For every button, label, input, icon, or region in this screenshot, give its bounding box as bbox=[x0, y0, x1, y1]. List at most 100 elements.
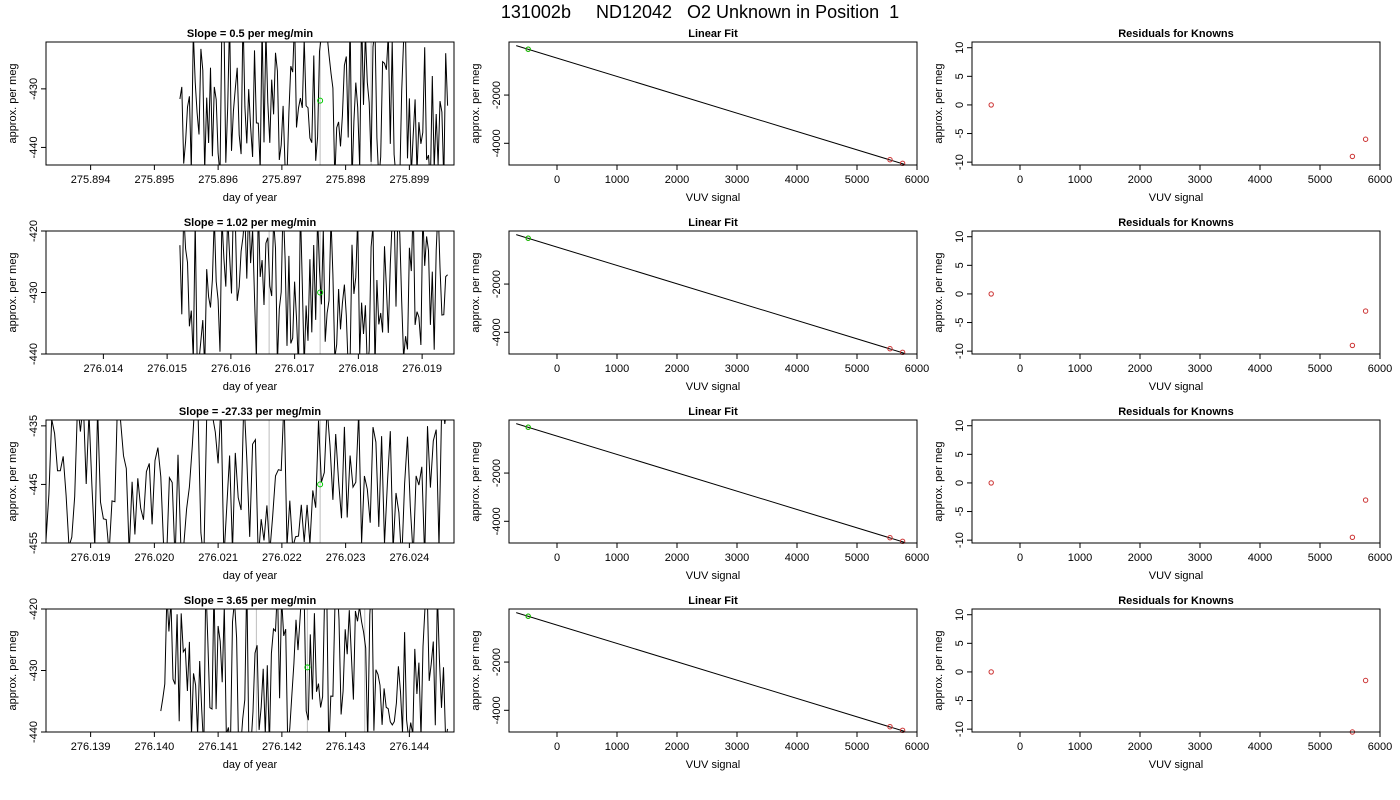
residuals-panel-1: Residuals for Knowns 0 1000 2000 3000 4000 500… bbox=[933, 28, 1392, 204]
known-point bbox=[887, 534, 893, 541]
x-tick-label: 0 bbox=[1017, 363, 1023, 375]
y-tick-label: 5 bbox=[954, 451, 966, 457]
plot-frame bbox=[971, 230, 1381, 355]
residual-point bbox=[1362, 308, 1369, 314]
x-tick-label: 3000 bbox=[725, 741, 749, 753]
y-axis-label: approx. per meg bbox=[470, 63, 482, 143]
x-tick-label: 3000 bbox=[1188, 174, 1212, 186]
plot-title: Linear Fit bbox=[688, 217, 738, 229]
unknown-point bbox=[317, 481, 324, 488]
y-tick-label: -4000 bbox=[491, 318, 503, 346]
timeseries-panel-2: Slope = 1.02 per meg/min 276.014 276.015 27… bbox=[7, 217, 455, 393]
y-tick-label: 0 bbox=[954, 102, 966, 108]
x-tick-label: 276.021 bbox=[198, 552, 238, 564]
y-axis-label: approx. per meg bbox=[470, 441, 482, 521]
x-axis-label: day of year bbox=[223, 381, 278, 393]
y-tick-label: -10 bbox=[954, 154, 966, 170]
y-tick-label: 0 bbox=[954, 480, 966, 486]
known-point bbox=[887, 345, 893, 352]
x-tick-label: 2000 bbox=[665, 552, 689, 564]
x-tick-label: 1000 bbox=[1068, 174, 1092, 186]
residual-point bbox=[1349, 153, 1356, 160]
x-axis-label: VUV signal bbox=[686, 759, 740, 771]
x-tick-label: 2000 bbox=[665, 363, 689, 375]
x-tick-label: 1000 bbox=[605, 552, 629, 564]
trace-line bbox=[160, 609, 449, 732]
known-point bbox=[899, 727, 906, 734]
y-tick-label: -5 bbox=[954, 318, 966, 328]
x-tick-label: 3000 bbox=[1188, 363, 1212, 375]
y-tick-label: -435 bbox=[28, 415, 40, 437]
y-axis-label: approx. per meg bbox=[7, 630, 19, 710]
x-tick-label: 6000 bbox=[1368, 174, 1392, 186]
x-tick-label: 276.019 bbox=[402, 363, 442, 375]
x-axis-label: day of year bbox=[223, 759, 278, 771]
fit-line bbox=[516, 234, 906, 354]
x-tick-label: 1000 bbox=[1068, 363, 1092, 375]
x-tick-label: 5000 bbox=[1308, 363, 1332, 375]
x-tick-label: 1000 bbox=[1068, 741, 1092, 753]
x-tick-label: 4000 bbox=[785, 552, 809, 564]
y-tick-label: -4000 bbox=[491, 507, 503, 535]
x-tick-label: 0 bbox=[1017, 741, 1023, 753]
known-point bbox=[887, 723, 893, 730]
x-tick-label: 1000 bbox=[605, 741, 629, 753]
plot-title: Linear Fit bbox=[688, 28, 738, 40]
y-tick-label: -430 bbox=[28, 281, 40, 303]
residual-point bbox=[1362, 497, 1369, 503]
x-tick-label: 2000 bbox=[1128, 174, 1152, 186]
x-tick-label: 0 bbox=[554, 552, 560, 564]
x-tick-label: 276.017 bbox=[275, 363, 315, 375]
x-tick-label: 3000 bbox=[725, 174, 749, 186]
plot-frame bbox=[45, 419, 455, 544]
x-tick-label: 4000 bbox=[785, 174, 809, 186]
x-tick-label: 275.899 bbox=[389, 174, 429, 186]
x-tick-label: 4000 bbox=[1248, 174, 1272, 186]
y-axis-label: approx. per meg bbox=[7, 441, 19, 521]
x-tick-label: 6000 bbox=[905, 741, 929, 753]
x-axis-label: VUV signal bbox=[1149, 192, 1203, 204]
x-axis-label: VUV signal bbox=[686, 192, 740, 204]
x-tick-label: 276.024 bbox=[389, 552, 429, 564]
x-tick-label: 275.895 bbox=[134, 174, 174, 186]
fit-line bbox=[516, 612, 906, 732]
x-tick-label: 6000 bbox=[1368, 363, 1392, 375]
x-tick-label: 2000 bbox=[665, 174, 689, 186]
residual-point bbox=[988, 291, 994, 297]
y-tick-label: 10 bbox=[954, 231, 966, 243]
y-axis-label: approx. per meg bbox=[470, 252, 482, 332]
known-point bbox=[899, 160, 906, 167]
plot-frame bbox=[508, 419, 918, 544]
x-tick-label: 5000 bbox=[1308, 741, 1332, 753]
residual-point bbox=[1362, 136, 1369, 142]
y-tick-label: -10 bbox=[954, 343, 966, 359]
timeseries-panel-4: Slope = 3.65 per meg/min 276.139 276.140 27… bbox=[7, 595, 455, 771]
plot-frame bbox=[508, 608, 918, 733]
y-tick-label: -445 bbox=[28, 473, 40, 495]
plot-title: Residuals for Knowns bbox=[1118, 28, 1234, 40]
y-tick-label: -430 bbox=[28, 78, 40, 100]
x-tick-label: 3000 bbox=[1188, 552, 1212, 564]
y-tick-label: -440 bbox=[28, 136, 40, 158]
y-tick-label: -2000 bbox=[491, 270, 503, 298]
x-tick-label: 0 bbox=[554, 174, 560, 186]
unknown-point bbox=[525, 46, 531, 52]
unknown-point bbox=[304, 664, 311, 671]
y-tick-label: -440 bbox=[28, 343, 40, 365]
plot-title: Slope = 1.02 per meg/min bbox=[184, 217, 317, 229]
trace-line bbox=[179, 231, 448, 354]
x-tick-label: 4000 bbox=[1248, 363, 1272, 375]
residuals-panel-2: Residuals for Knowns 0 1000 2000 3000 4000 500… bbox=[933, 217, 1392, 393]
y-tick-label: -4000 bbox=[491, 696, 503, 724]
x-axis-label: VUV signal bbox=[1149, 759, 1203, 771]
plot-frame bbox=[971, 608, 1381, 733]
linear-fit-panel-3: Linear Fit 0 1000 2000 3000 4000 5000 6000 VUV s… bbox=[470, 406, 929, 582]
x-tick-label: 2000 bbox=[1128, 552, 1152, 564]
plot-title: Linear Fit bbox=[688, 595, 738, 607]
x-tick-label: 6000 bbox=[1368, 552, 1392, 564]
x-tick-label: 1000 bbox=[605, 174, 629, 186]
residual-point bbox=[1349, 342, 1356, 349]
y-tick-label: -420 bbox=[28, 220, 40, 242]
y-axis-label: approx. per meg bbox=[933, 63, 945, 143]
